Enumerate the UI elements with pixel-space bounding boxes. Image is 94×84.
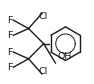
Text: Cl: Cl bbox=[38, 12, 47, 21]
Text: F: F bbox=[7, 63, 13, 72]
Text: F: F bbox=[7, 31, 13, 40]
Text: F: F bbox=[7, 16, 13, 25]
Text: F: F bbox=[7, 48, 13, 57]
Text: Cl: Cl bbox=[38, 67, 47, 76]
Text: OH: OH bbox=[58, 52, 72, 61]
